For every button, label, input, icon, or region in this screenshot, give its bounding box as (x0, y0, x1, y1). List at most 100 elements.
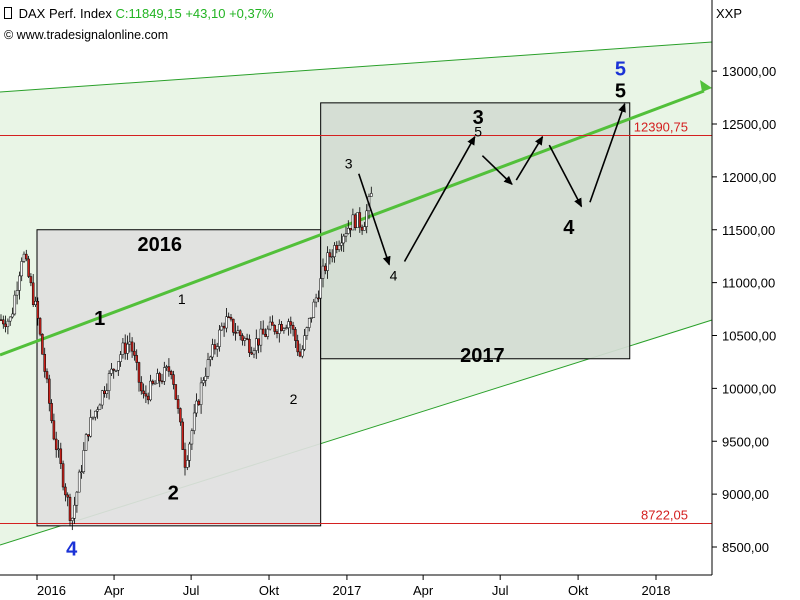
candle-body (197, 400, 201, 405)
candle-body (144, 393, 148, 397)
candle-body (273, 325, 276, 332)
candle-body (75, 491, 79, 506)
channel-midline-arrowhead (700, 80, 712, 92)
candle-body (20, 261, 23, 277)
candle-body (312, 301, 316, 318)
candle-body (135, 355, 138, 363)
candle-body (64, 486, 67, 496)
y-tick-label: 10000,00 (722, 381, 776, 396)
candle-body (84, 434, 88, 451)
candle-body (294, 329, 297, 341)
wave-label: 2 (168, 482, 179, 504)
candle-body (326, 252, 329, 271)
candle-body (153, 382, 157, 385)
candle-body (314, 297, 318, 303)
candle-body (259, 328, 263, 346)
wave-label: 3 (345, 155, 353, 171)
candle-body (188, 443, 191, 461)
candle-body (137, 362, 141, 383)
candle-body (204, 376, 207, 381)
candle-body (103, 390, 106, 394)
candle-body (310, 317, 313, 319)
wave-label: 2017 (460, 345, 505, 367)
candle-body (284, 327, 288, 330)
candle-body (252, 350, 256, 355)
candle-body (222, 325, 226, 329)
candle-body (167, 366, 171, 372)
candle-body (317, 297, 320, 300)
candle-body (11, 313, 14, 318)
candle-body (213, 344, 217, 350)
candle-body (73, 504, 76, 519)
candle-body (271, 321, 274, 326)
x-tick-label: Okt (568, 583, 589, 598)
candle-body (192, 412, 196, 431)
candle-body (140, 382, 143, 392)
candle-body (330, 256, 334, 259)
projection-arrows (358, 102, 626, 266)
quote-text: C:11849,15 +43,10 +0,37% (115, 6, 274, 21)
candle-body (202, 380, 205, 384)
candle-body (114, 369, 118, 372)
candle-body (264, 333, 267, 337)
candle-body (209, 356, 212, 360)
candle-body (243, 338, 247, 341)
candle-body (344, 233, 348, 237)
wave-label: 4 (390, 268, 398, 284)
candle-body (347, 227, 350, 234)
candle-body (363, 226, 366, 231)
candle-body (232, 318, 235, 333)
wave-label: 5 (615, 58, 626, 80)
horizontal-levels: 12390,75 8722,05 (0, 120, 712, 525)
candle-body (94, 410, 97, 418)
candle-body (128, 341, 132, 345)
candle-body (236, 330, 240, 334)
x-tick-label: Apr (104, 583, 125, 598)
candle-body (77, 471, 81, 493)
candle-body (241, 335, 244, 341)
y-axis-label: XXP (716, 6, 742, 21)
candle-body (255, 338, 258, 351)
candle-body (126, 343, 129, 354)
y-tick-label: 13000,00 (722, 64, 776, 79)
candle-body (149, 380, 152, 401)
candle-body (54, 438, 58, 450)
candle-body (282, 328, 286, 331)
x-tick-label: 2018 (642, 583, 671, 598)
candle-body (296, 340, 299, 353)
candle-body (119, 354, 122, 362)
projection-arrow (515, 135, 544, 181)
wave-label: 5 (615, 81, 626, 103)
candle-body (215, 346, 219, 350)
level-label-1: 8722,05 (641, 508, 688, 523)
y-tick-label: 10500,00 (722, 329, 776, 344)
y-axis-background (712, 0, 800, 600)
candle-body (48, 378, 51, 404)
candle-body (257, 338, 260, 346)
candle-body (29, 276, 33, 284)
candle-body (351, 214, 355, 231)
candle-body (229, 316, 233, 320)
wave-label: 4 (563, 217, 575, 239)
candle-body (206, 359, 210, 377)
candle-body (61, 463, 65, 488)
candle-body (199, 382, 203, 405)
x-tick-label: Okt (259, 583, 280, 598)
candle-body (66, 494, 69, 498)
candle-body (358, 212, 362, 228)
y-tick-label: 11000,00 (722, 276, 775, 291)
wave-label: 3 (473, 107, 484, 129)
y-tick-label: 12500,00 (722, 117, 776, 132)
candle-body (227, 316, 230, 319)
candle-body (151, 380, 155, 384)
projection-arrow (589, 102, 626, 203)
candle-body (261, 328, 265, 335)
candle-body (370, 193, 373, 197)
candle-body (234, 332, 237, 334)
candle-body (356, 212, 359, 228)
candle-body (57, 448, 60, 451)
candle-body (250, 352, 253, 355)
candle-body (68, 496, 72, 521)
